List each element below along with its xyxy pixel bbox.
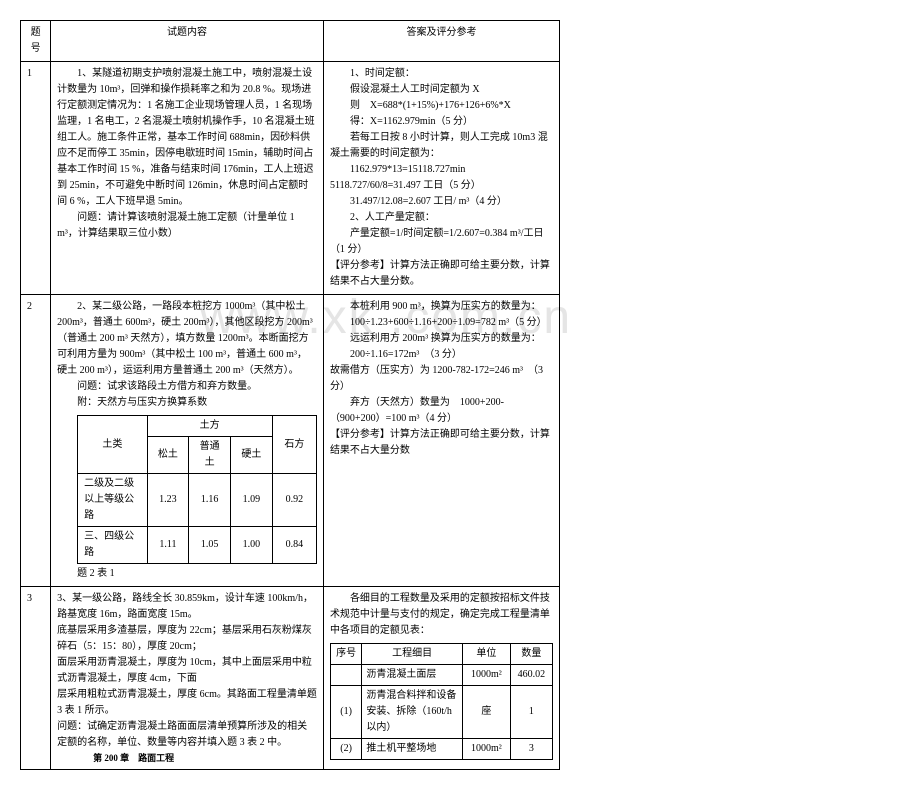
text: 若每工日按 8 小时计算，则人工完成 10m3 混凝土需要的时间定额为： [330,130,553,162]
cell: 序号 [330,644,361,665]
cell: 推土机平整场地 [362,739,463,760]
text: 1、某隧道初期支护喷射混凝土施工中，喷射混凝土设计数量为 10m³，回弹和操作损… [57,66,317,210]
text: 5118.727/60/8=31.497 工日（5 分） [330,178,553,194]
row1-content: 1、某隧道初期支护喷射混凝土施工中，喷射混凝土设计数量为 10m³，回弹和操作损… [51,62,324,295]
text: 问题：请计算该喷射混凝土施工定额（计量单位 1 m³，计算结果取三位小数） [57,210,317,242]
text: 问题：试确定沥青混凝土路面面层清单预算所涉及的相关定额的名称，单位、数量等内容并… [57,719,317,751]
header-content: 试题内容 [51,21,324,62]
cell: 1000m² [463,665,511,686]
text: 【评分参考】计算方法正确即可给主要分数，计算结果不占大量分数 [330,427,553,459]
cell: 土类 [78,416,147,474]
row3-answer: 各细目的工程数量及采用的定额按招标文件技术规范中计量与支付的规定，确定完成工程量… [323,587,559,770]
text: 100÷1.23+600÷1.16+200÷1.09=782 m³（5 分） [330,315,553,331]
text: 各细目的工程数量及采用的定额按招标文件技术规范中计量与支付的规定，确定完成工程量… [330,591,553,639]
item-table: 序号 工程细目 单位 数量 沥青混凝土面层 1000m² 460.02 (1) … [330,643,553,760]
text: 则 X=688*(1+15%)+176+126+6%*X [330,98,553,114]
text: 1162.979*13=15118.727min [330,162,553,178]
text: 底基层采用多渣基层，厚度为 22cm；基层采用石灰粉煤灰碎石（5：15：80），… [57,623,317,655]
cell: 座 [463,686,511,739]
cell: 1.23 [147,474,189,527]
text: 31.497/12.08=2.607 工日/ m³（4 分） [330,194,553,210]
cell: 0.92 [272,474,316,527]
text: 故需借方（压实方）为 1200-782-172=246 m³ （3 分） [330,363,553,395]
table-row: 2 2、某二级公路，一路段本桩挖方 1000m³（其中松土 200m³，普通土 … [21,295,560,587]
text: 第 200 章 路面工程 [57,751,317,765]
cell: 1000m² [463,739,511,760]
cell: 沥青混合料拌和设备安装、拆除（160t/h 以内） [362,686,463,739]
text: 弃方（天然方）数量为 1000+200-（900+200）=100 m³（4 分… [330,395,553,427]
cell: 1 [510,686,552,739]
text: 层采用粗粒式沥青混凝土，厚度 6cm。其路面工程量清单题 3 表 1 所示。 [57,687,317,719]
text: 3、某一级公路，路线全长 30.859km，设计车速 100km/h，路基宽度 … [57,591,317,623]
text: 产量定额=1/时间定额=1/2.607=0.384 m³/工日（1 分） [330,226,553,258]
cell: 二级及二级以上等级公路 [78,474,147,527]
row2-content: 2、某二级公路，一路段本桩挖方 1000m³（其中松土 200m³，普通土 60… [51,295,324,587]
header-answer: 答案及评分参考 [323,21,559,62]
table-row: 3 3、某一级公路，路线全长 30.859km，设计车速 100km/h，路基宽… [21,587,560,770]
exam-table: 题号 试题内容 答案及评分参考 1 1、某隧道初期支护喷射混凝土施工中，喷射混凝… [20,20,560,770]
table-caption: 题 2 表 1 [57,566,317,582]
text: 问题：试求该路段土方借方和弃方数量。 [57,379,317,395]
cell [330,665,361,686]
text: 本桩利用 900 m³，换算为压实方的数量为： [330,299,553,315]
row1-num: 1 [21,62,51,295]
cell: 1.00 [231,527,273,564]
row2-num: 2 [21,295,51,587]
text: 200÷1.16=172m³ （3 分） [330,347,553,363]
cell: 1.11 [147,527,189,564]
row3-num: 3 [21,587,51,770]
cell: 1.09 [231,474,273,527]
table-row: 1 1、某隧道初期支护喷射混凝土施工中，喷射混凝土设计数量为 10m³，回弹和操… [21,62,560,295]
cell: 1.05 [189,527,231,564]
row3-content: 3、某一级公路，路线全长 30.859km，设计车速 100km/h，路基宽度 … [51,587,324,770]
cell: (2) [330,739,361,760]
cell: 松土 [147,437,189,474]
text: 附：天然方与压实方换算系数 [57,395,317,411]
cell: 单位 [463,644,511,665]
cell: 沥青混凝土面层 [362,665,463,686]
text: 得：X=1162.979min（5 分） [330,114,553,130]
cell: 3 [510,739,552,760]
text: 2、人工产量定额： [330,210,553,226]
row1-answer: 1、时间定额： 假设混凝土人工时间定额为 X 则 X=688*(1+15%)+1… [323,62,559,295]
row2-answer: 本桩利用 900 m³，换算为压实方的数量为： 100÷1.23+600÷1.1… [323,295,559,587]
text: 假设混凝土人工时间定额为 X [330,82,553,98]
cell: 工程细目 [362,644,463,665]
cell: 硬土 [231,437,273,474]
cell: 石方 [272,416,316,474]
cell: 460.02 [510,665,552,686]
cell: (1) [330,686,361,739]
cell: 0.84 [272,527,316,564]
coefficient-table: 土类 土方 石方 松土 普通土 硬土 二级及二级以上等级公路 1.23 1.16… [77,415,317,564]
text: 远运利用方 200m³ 换算为压实方的数量为： [330,331,553,347]
cell: 三、四级公路 [78,527,147,564]
cell: 1.16 [189,474,231,527]
cell: 土方 [147,416,272,437]
cell: 数量 [510,644,552,665]
header-num: 题号 [21,21,51,62]
cell: 普通土 [189,437,231,474]
text: 【评分参考】计算方法正确即可给主要分数，计算结果不占大量分数。 [330,258,553,290]
text: 1、时间定额： [330,66,553,82]
text: 2、某二级公路，一路段本桩挖方 1000m³（其中松土 200m³，普通土 60… [57,299,317,379]
text: 面层采用沥青混凝土，厚度为 10cm，其中上面层采用中粒式沥青混凝土，厚度 4c… [57,655,317,687]
